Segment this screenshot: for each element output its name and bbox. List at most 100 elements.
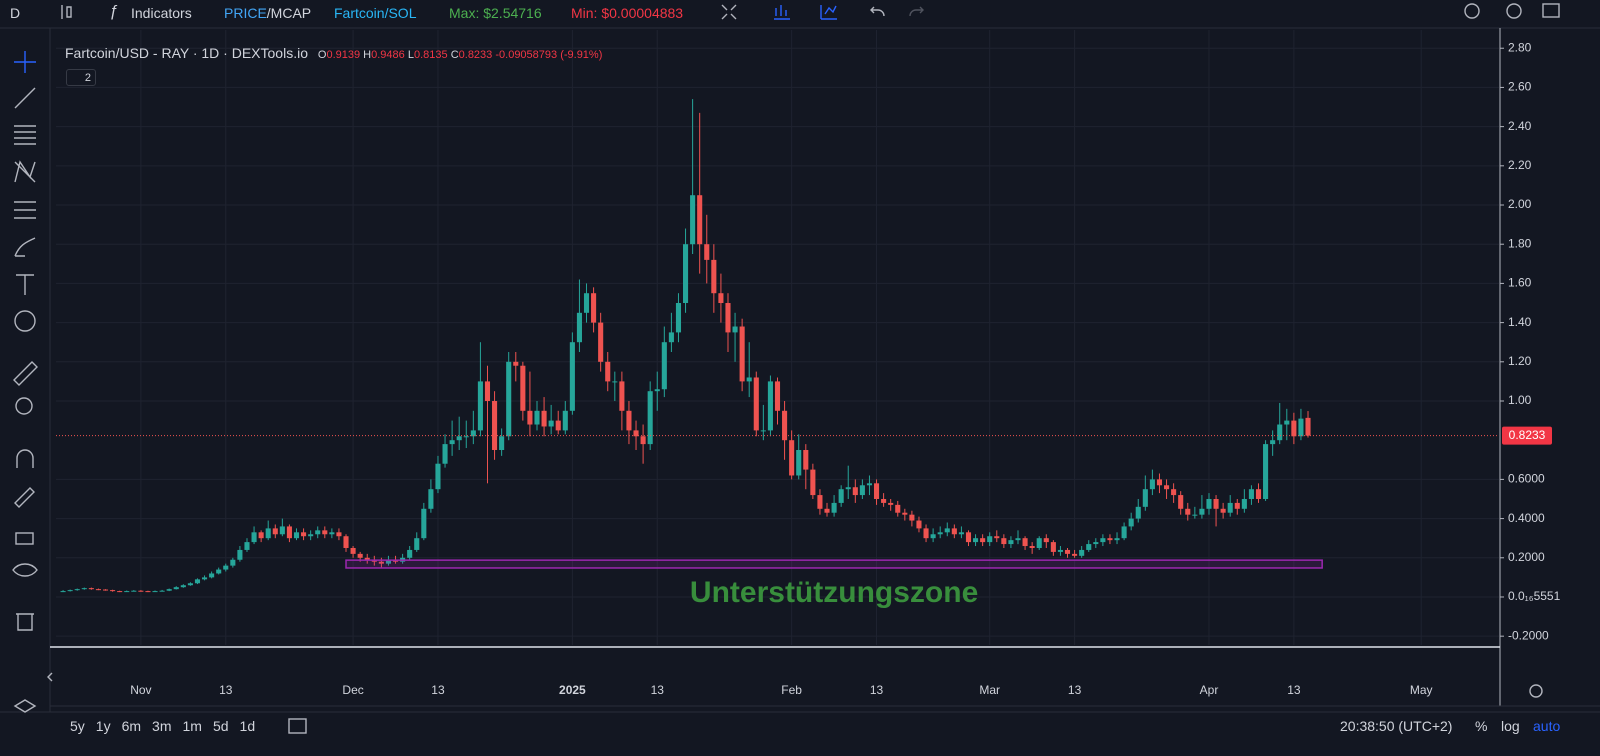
candle-body <box>95 589 101 591</box>
interval[interactable]: D <box>10 5 21 21</box>
y-tick-label: 1.40 <box>1508 315 1532 329</box>
candle-body <box>598 322 604 362</box>
text-tool[interactable] <box>16 274 34 295</box>
candle-body <box>888 502 894 505</box>
hide-tool[interactable] <box>12 563 38 577</box>
y-tick-label: 1.60 <box>1508 276 1532 290</box>
candle-body <box>583 293 590 313</box>
mode-mcap[interactable]: /MCAP <box>266 5 312 21</box>
lock-tool[interactable] <box>15 532 34 545</box>
candle-body <box>350 547 356 554</box>
brush-tool[interactable] <box>14 237 36 257</box>
candle-body <box>1163 485 1170 490</box>
auto-toggle[interactable]: auto <box>1533 718 1561 734</box>
min-price: Min: $0.00004883 <box>571 5 684 21</box>
date-range-icon[interactable] <box>288 718 307 734</box>
candle-body <box>506 361 512 437</box>
candle-body <box>81 588 87 590</box>
candle-body <box>838 489 844 503</box>
legend: Fartcoin/USD - RAY · 1D · DEXTools.io O0… <box>65 45 602 61</box>
grid <box>56 30 1499 645</box>
axis-settings[interactable] <box>1529 684 1543 698</box>
indicator-toggle[interactable]: 2 <box>66 69 96 86</box>
log-toggle[interactable]: log <box>1501 718 1520 734</box>
support-zone-label: Unterstützungszone <box>690 576 978 609</box>
candle-body <box>1107 538 1113 541</box>
range-button[interactable]: 5d <box>212 718 229 734</box>
zoom-tool[interactable] <box>15 397 33 415</box>
undo-icon[interactable] <box>870 6 885 17</box>
candle-body <box>1142 489 1148 507</box>
y-tick-label: 1.20 <box>1508 354 1532 368</box>
candle-body <box>1008 540 1014 545</box>
y-tick-label: 0.4000 <box>1508 511 1545 525</box>
range-button[interactable]: 1m <box>182 718 202 734</box>
pair-toggle[interactable]: Fartcoin/SOL <box>334 5 417 21</box>
range-button[interactable]: 6m <box>121 718 142 734</box>
candle-body <box>60 591 66 593</box>
candle-body <box>562 410 568 431</box>
mode-toggle[interactable]: PRICE/MCAP <box>224 5 311 21</box>
candle-body <box>492 400 498 450</box>
candle-body <box>852 487 858 496</box>
drawing-toolbar[interactable] <box>12 3 1560 734</box>
percent-toggle[interactable]: % <box>1475 718 1488 734</box>
candle-body <box>541 410 547 427</box>
mode-price[interactable]: PRICE <box>224 5 267 21</box>
range-button[interactable]: 5y <box>70 718 85 734</box>
ohlc-value: 0.8135 <box>413 49 448 61</box>
x-tick-label: 13 <box>219 683 233 697</box>
candle-body <box>1128 518 1134 527</box>
candle-body <box>803 449 809 470</box>
fullscreen-icon[interactable] <box>721 4 737 20</box>
y-tick-label: -0.2000 <box>1508 628 1549 642</box>
candle-body <box>909 514 915 521</box>
settings-icon[interactable] <box>1506 3 1522 19</box>
snapshot-icon[interactable] <box>1542 3 1560 18</box>
y-tick-label: 2.00 <box>1508 197 1532 211</box>
range-button[interactable]: 1y <box>95 718 111 734</box>
x-tick-label: Dec <box>342 683 363 697</box>
search-icon[interactable] <box>1464 3 1480 19</box>
candle-body <box>1057 549 1063 552</box>
range-button[interactable]: 3m <box>152 718 172 734</box>
pattern-tool[interactable] <box>14 160 36 183</box>
candle-body <box>1064 549 1071 554</box>
candle-body <box>88 588 94 590</box>
candle-body <box>1036 538 1042 548</box>
collapse-toggle[interactable] <box>47 672 53 682</box>
candle-body <box>187 583 193 586</box>
y-tick-label: 0.2000 <box>1508 550 1545 564</box>
ruler-tool[interactable] <box>13 361 38 386</box>
channel-tool[interactable] <box>14 125 36 145</box>
magnet-tool[interactable] <box>16 449 34 468</box>
delete-tool[interactable] <box>16 613 34 631</box>
crosshair-tool[interactable] <box>14 51 36 73</box>
bars-icon[interactable] <box>774 5 790 20</box>
line-icon[interactable] <box>820 5 837 20</box>
candle-body <box>124 591 130 593</box>
candle-body <box>1206 498 1212 509</box>
indicators-button[interactable]: Indicators <box>131 5 192 21</box>
candle-body <box>286 526 292 539</box>
x-tick-label: 13 <box>1287 683 1301 697</box>
candle-body <box>859 485 865 496</box>
emoji-tool[interactable] <box>14 310 36 332</box>
candle-body <box>640 436 646 445</box>
candle-body <box>973 538 979 543</box>
fib-tool[interactable] <box>14 201 36 219</box>
line-tool[interactable] <box>14 87 36 109</box>
last-price-label: 0.8233 <box>1509 428 1546 442</box>
range-button[interactable]: 1d <box>239 718 256 734</box>
candle-body <box>251 532 257 543</box>
layers-tool[interactable] <box>13 699 37 713</box>
stay-drawing-tool[interactable] <box>14 487 35 508</box>
redo-icon[interactable] <box>909 6 924 17</box>
chart-style-icon[interactable] <box>61 5 72 19</box>
candle-body <box>1263 444 1269 499</box>
candle-body <box>1298 418 1304 437</box>
indicator-count[interactable]: 2 <box>84 72 91 84</box>
candle-body <box>293 532 300 539</box>
